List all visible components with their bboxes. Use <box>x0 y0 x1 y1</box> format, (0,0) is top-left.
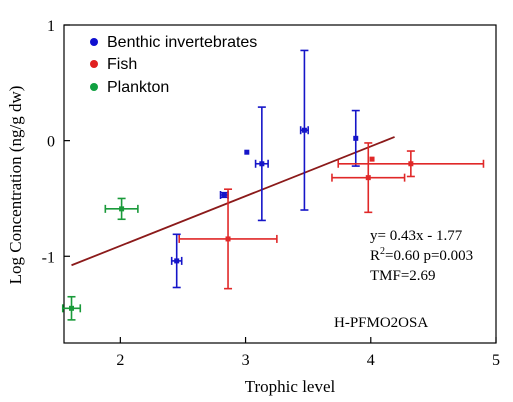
legend-label-fish: Fish <box>107 56 137 73</box>
regression-line <box>71 136 395 267</box>
regression-r2: R2=0.60 p=0.003 <box>370 246 473 264</box>
x-tick-label: 3 <box>242 352 250 369</box>
data-point <box>408 161 414 167</box>
compound-label: H-PFMO2OSA <box>334 315 428 331</box>
plot-frame <box>63 24 497 344</box>
data-point <box>174 258 180 264</box>
legend-marker-benthic <box>90 38 98 46</box>
data-point <box>69 305 75 311</box>
data-point <box>221 192 227 198</box>
data-point <box>365 175 371 181</box>
data-point <box>301 127 307 133</box>
plot-border <box>63 24 497 344</box>
regression-layer <box>71 136 395 267</box>
legend-marker-fish <box>90 60 98 68</box>
y-tick-label: 1 <box>47 18 55 35</box>
series-benthic-invertebrates <box>170 49 360 289</box>
x-tick-label: 5 <box>492 352 500 369</box>
regression-annotation: y= 0.43x - 1.77 R2=0.60 p=0.003 TMF=2.69 <box>370 228 473 284</box>
data-point <box>244 149 250 155</box>
tick-layer: 2 3 4 5 1 0 -1 <box>42 18 500 369</box>
data-point <box>259 161 265 167</box>
legend-label-benthic: Benthic invertebrates <box>107 34 257 51</box>
data-point <box>369 156 375 162</box>
data-point <box>353 135 359 141</box>
legend-marker-plankton <box>90 83 98 91</box>
errorbar-layer <box>61 49 485 321</box>
series-fish <box>178 142 485 290</box>
y-tick-label: 0 <box>47 134 55 151</box>
legend: Benthic invertebrates Fish Plankton <box>90 34 257 96</box>
regression-equation: y= 0.43x - 1.77 <box>370 228 463 244</box>
data-point <box>119 206 125 212</box>
y-axis-title: Log Concentration (ng/g dw) <box>6 86 25 285</box>
y-tick-label: -1 <box>42 249 55 266</box>
legend-label-plankton: Plankton <box>107 79 169 96</box>
x-tick-label: 2 <box>116 352 124 369</box>
tmf-value: TMF=2.69 <box>370 268 436 284</box>
x-axis-title: Trophic level <box>245 377 336 396</box>
data-point <box>225 236 231 242</box>
series-plankton <box>61 197 139 321</box>
x-tick-label: 4 <box>367 352 375 369</box>
